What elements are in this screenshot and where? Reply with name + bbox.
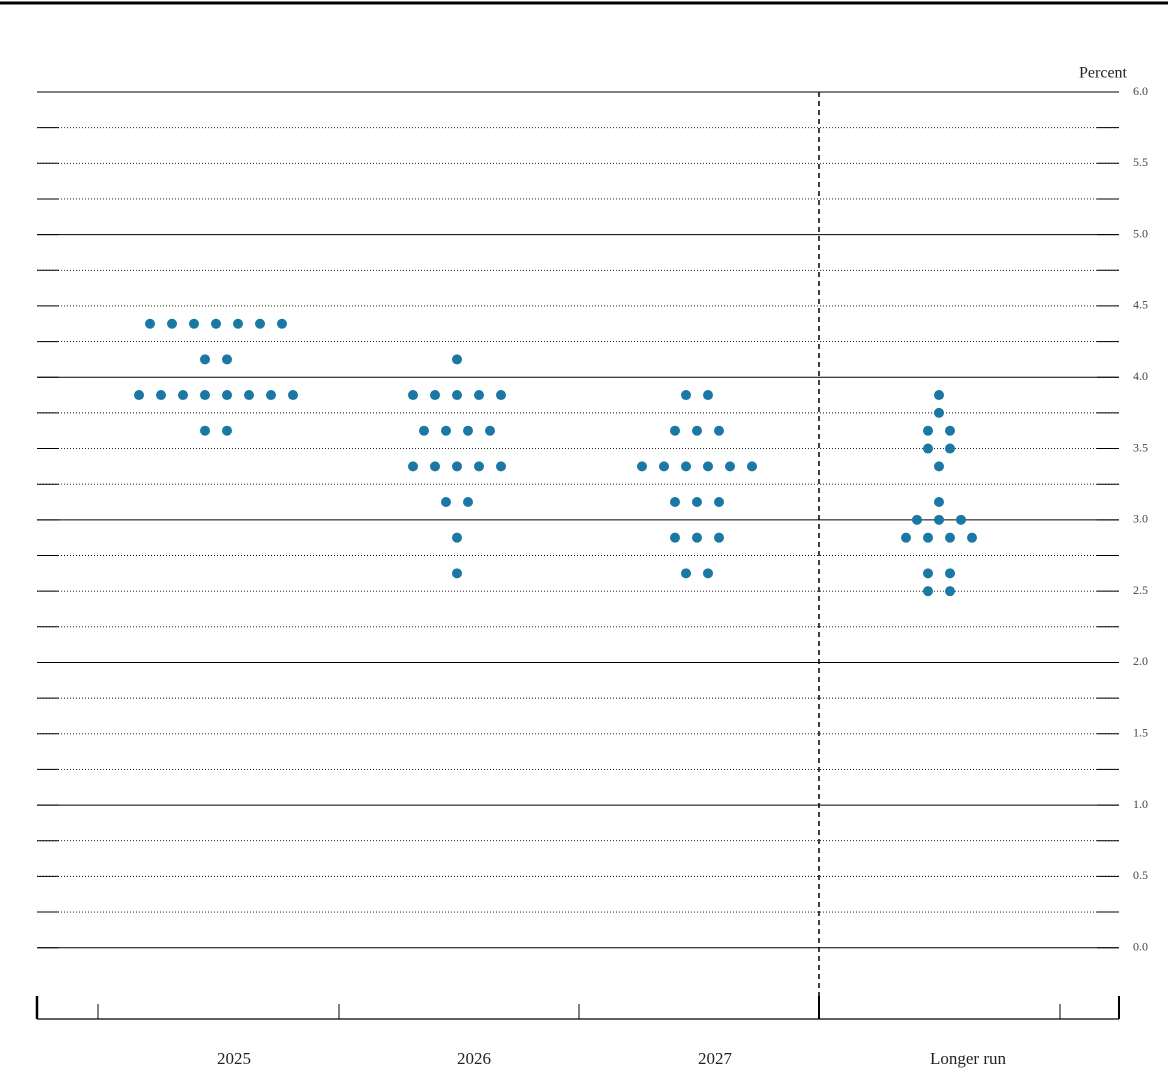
dot xyxy=(145,318,155,329)
dot xyxy=(923,586,933,597)
dot xyxy=(255,318,265,329)
dot xyxy=(452,354,462,365)
dot xyxy=(496,390,506,401)
dot xyxy=(725,461,735,472)
y-tick-label: 0.0 xyxy=(1133,939,1148,953)
dot xyxy=(419,425,429,436)
y-tick-label: 5.5 xyxy=(1133,155,1148,169)
dot xyxy=(934,461,944,472)
dot xyxy=(178,390,188,401)
dot xyxy=(747,461,757,472)
dot xyxy=(967,532,977,543)
dot xyxy=(277,318,287,329)
dot xyxy=(452,532,462,543)
dot xyxy=(945,443,955,454)
dot xyxy=(474,390,484,401)
dot xyxy=(703,568,713,579)
dot xyxy=(408,390,418,401)
y-tick-label: 2.0 xyxy=(1133,654,1148,668)
x-tick-label: 2025 xyxy=(217,1049,251,1068)
dot xyxy=(408,461,418,472)
dot xyxy=(441,497,451,508)
y-tick-label: 3.0 xyxy=(1133,512,1148,526)
dot xyxy=(956,514,966,525)
dot xyxy=(452,390,462,401)
dot xyxy=(945,568,955,579)
x-tick-label: 2026 xyxy=(457,1049,491,1068)
dot xyxy=(222,354,232,365)
dot xyxy=(474,461,484,472)
dot xyxy=(681,390,691,401)
dot xyxy=(692,497,702,508)
dot xyxy=(222,425,232,436)
x-tick-label: Longer run xyxy=(930,1049,1007,1068)
dot xyxy=(934,497,944,508)
dot xyxy=(134,390,144,401)
dot xyxy=(200,354,210,365)
y-tick-label: 4.0 xyxy=(1133,369,1148,383)
dot xyxy=(923,443,933,454)
x-axis xyxy=(35,996,1120,1020)
dot xyxy=(703,461,713,472)
dot xyxy=(681,568,691,579)
dot xyxy=(189,318,199,329)
dot xyxy=(167,318,177,329)
dot xyxy=(452,461,462,472)
y-tick-label: 2.5 xyxy=(1133,583,1148,597)
y-tick-label: 6.0 xyxy=(1133,84,1148,98)
dot xyxy=(681,461,691,472)
dot xyxy=(211,318,221,329)
dot xyxy=(923,425,933,436)
y-tick-label: 3.5 xyxy=(1133,440,1148,454)
y-tick-label: 0.5 xyxy=(1133,868,1148,882)
dot xyxy=(934,514,944,525)
x-tick-label: 2027 xyxy=(698,1049,733,1068)
dot xyxy=(288,390,298,401)
dot xyxy=(901,532,911,543)
y-tick-label: 1.0 xyxy=(1133,797,1148,811)
dot xyxy=(703,390,713,401)
y-tick-label: 5.0 xyxy=(1133,226,1148,240)
dot xyxy=(233,318,243,329)
dot xyxy=(692,425,702,436)
dot xyxy=(452,568,462,579)
dot xyxy=(714,425,724,436)
dot xyxy=(637,461,647,472)
dot xyxy=(441,425,451,436)
y-tick-label: 1.5 xyxy=(1133,726,1148,740)
y-tick-label: 4.5 xyxy=(1133,298,1148,312)
dot xyxy=(430,390,440,401)
dot xyxy=(156,390,166,401)
dot xyxy=(923,568,933,579)
y-axis-label: Percent xyxy=(1079,65,1128,82)
dot xyxy=(670,497,680,508)
dot xyxy=(923,532,933,543)
dot xyxy=(934,390,944,401)
dot xyxy=(430,461,440,472)
dot xyxy=(659,461,669,472)
dot xyxy=(714,497,724,508)
dot xyxy=(485,425,495,436)
dot xyxy=(945,532,955,543)
dot xyxy=(200,390,210,401)
dot xyxy=(714,532,724,543)
dot xyxy=(912,514,922,525)
dot xyxy=(463,497,473,508)
dot xyxy=(496,461,506,472)
dot xyxy=(670,425,680,436)
dot xyxy=(222,390,232,401)
dot xyxy=(945,586,955,597)
dot xyxy=(200,425,210,436)
dot xyxy=(692,532,702,543)
dot xyxy=(934,407,944,418)
dot xyxy=(945,425,955,436)
dot xyxy=(463,425,473,436)
dot xyxy=(670,532,680,543)
dot xyxy=(266,390,276,401)
dot xyxy=(244,390,254,401)
